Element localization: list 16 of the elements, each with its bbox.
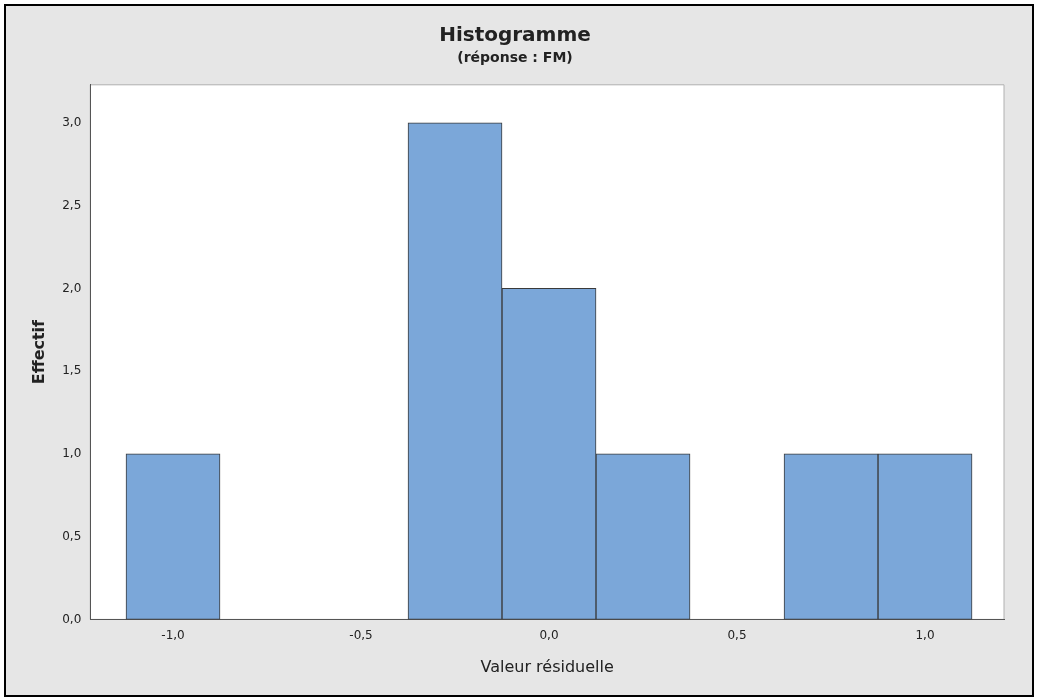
x-tick-label: -1,0: [161, 627, 185, 642]
x-axis-title: Valeur résiduelle: [480, 656, 614, 676]
y-tick-label: 0,5: [62, 528, 82, 543]
y-tick-label: 2,0: [62, 280, 82, 295]
y-tick-label: 3,0: [62, 114, 82, 129]
x-tick-label: 1,0: [915, 627, 935, 642]
x-tick-label: 0,0: [539, 627, 559, 642]
y-tick-label: 2,5: [62, 197, 82, 212]
y-tick-label: 0,0: [62, 611, 82, 626]
chart-title: Histogramme: [439, 22, 591, 47]
y-tick-label: 1,0: [62, 446, 82, 461]
x-tick-label: 0,5: [727, 627, 747, 642]
x-tick-label: -0,5: [349, 627, 373, 642]
y-tick-label: 1,5: [62, 363, 82, 378]
y-axis-title: Effectif: [28, 318, 48, 385]
chart-subtitle: (réponse : FM): [457, 49, 573, 66]
